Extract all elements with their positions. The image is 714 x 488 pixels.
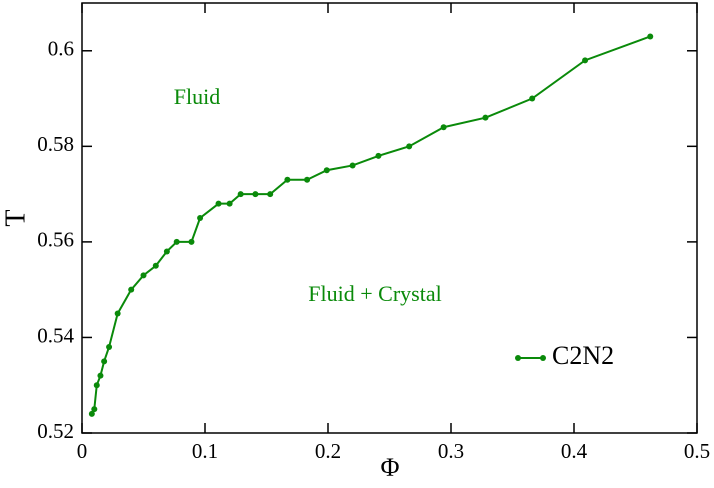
x-tick-label: 0.2 — [315, 439, 341, 463]
x-tick-label: 0.1 — [192, 439, 218, 463]
y-tick-label: 0.56 — [37, 228, 74, 252]
y-tick-label: 0.6 — [48, 37, 74, 61]
x-axis-label: Φ — [380, 453, 399, 482]
data-point — [114, 310, 121, 317]
legend-swatch — [540, 355, 546, 361]
data-point — [237, 191, 244, 198]
data-point — [93, 382, 100, 389]
data-point — [349, 162, 356, 169]
data-point — [323, 167, 330, 174]
data-point — [482, 114, 489, 121]
data-point — [88, 410, 95, 417]
data-point — [128, 286, 135, 293]
data-point — [226, 200, 233, 207]
data-point — [152, 262, 159, 269]
data-point — [252, 191, 259, 198]
data-point — [304, 176, 311, 183]
data-point — [91, 406, 98, 413]
data-point — [406, 143, 413, 150]
data-point — [97, 372, 104, 379]
annotation: Fluid — [174, 84, 220, 109]
data-point — [188, 238, 195, 245]
data-point — [284, 176, 291, 183]
legend-swatch — [515, 355, 521, 361]
data-point — [582, 57, 589, 64]
plot-frame — [81, 2, 698, 434]
annotation: Fluid + Crystal — [308, 281, 441, 306]
data-point — [140, 272, 147, 279]
data-point — [215, 200, 222, 207]
data-point — [375, 152, 382, 159]
x-tick-label: 0.5 — [684, 439, 710, 463]
legend-label: C2N2 — [552, 341, 614, 370]
data-point — [267, 191, 274, 198]
data-point — [173, 238, 180, 245]
data-point — [647, 33, 654, 40]
data-point — [440, 124, 447, 131]
x-tick-label: 0 — [77, 439, 88, 463]
x-tick-label: 0.4 — [561, 439, 588, 463]
data-point — [101, 358, 108, 365]
y-axis-label: T — [0, 209, 31, 226]
data-point — [197, 215, 204, 221]
data-point — [529, 95, 536, 102]
y-tick-label: 0.52 — [37, 419, 74, 443]
y-tick-label: 0.54 — [37, 323, 74, 347]
data-point — [163, 248, 170, 255]
y-tick-label: 0.58 — [37, 132, 74, 156]
x-tick-label: 0.3 — [438, 439, 464, 463]
data-point — [106, 344, 113, 350]
